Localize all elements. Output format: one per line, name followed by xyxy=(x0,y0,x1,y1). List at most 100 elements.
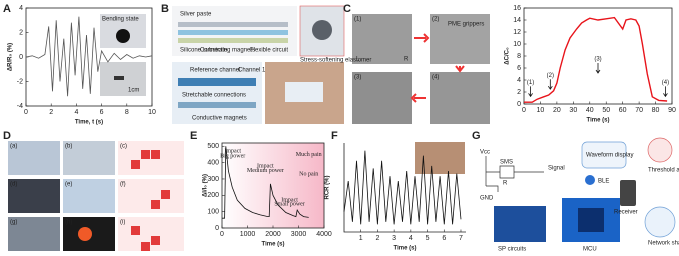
diagram-label: MCU xyxy=(583,247,597,253)
y-tick-label: 2 xyxy=(517,89,521,96)
x-tick-label: 4 xyxy=(409,235,413,242)
y-tick-label: 300 xyxy=(207,176,219,183)
diagram-label: R xyxy=(503,181,508,187)
schematic-label: Conductive magnets xyxy=(192,116,247,122)
annotation-arrow xyxy=(663,86,668,98)
photo-label: (1) xyxy=(354,17,361,23)
annotation: No pain xyxy=(299,171,318,177)
bubble xyxy=(647,137,673,163)
schematic-label: Silver paste xyxy=(180,12,212,18)
panel-label: C xyxy=(343,3,351,15)
annotation: (4) xyxy=(662,80,669,86)
diagram-label: SP circuits xyxy=(498,247,526,253)
heat-cell xyxy=(131,160,140,169)
photo xyxy=(430,72,490,124)
axis xyxy=(343,143,466,233)
y-tick-label: 500 xyxy=(207,143,219,150)
x-tick-label: 10 xyxy=(148,109,156,116)
diagram-label: BLE xyxy=(598,179,609,185)
photo xyxy=(8,141,60,175)
inset-text: 1cm xyxy=(128,88,139,94)
diagram-label: Receiver xyxy=(614,210,638,216)
x-tick-label: 10 xyxy=(537,107,545,114)
inset-object xyxy=(116,29,130,43)
photo-label: L xyxy=(356,57,360,63)
annotation: Big power xyxy=(220,153,245,159)
y-tick-label: 0 xyxy=(517,101,521,108)
heat-cell xyxy=(141,242,150,251)
device xyxy=(178,78,256,86)
plot-bg xyxy=(222,143,324,228)
sub-label: (i) xyxy=(120,220,125,226)
annotation: Impact xyxy=(257,163,274,169)
sub-label: (h) xyxy=(65,220,72,226)
y-tick-label: 400 xyxy=(207,159,219,166)
schematic-label: Channel 1 xyxy=(238,68,266,74)
photo-label: (4) xyxy=(432,75,439,81)
annotation: Much pain xyxy=(296,152,322,158)
x-tick-label: 6 xyxy=(442,235,446,242)
sub-label: (c) xyxy=(120,144,127,150)
heatmap xyxy=(118,217,184,251)
annotation: Small power xyxy=(274,202,305,208)
circuit xyxy=(485,156,544,192)
data-line xyxy=(343,150,462,225)
x-tick-label: 5 xyxy=(426,235,430,242)
y-tick-label: 2 xyxy=(19,29,23,36)
device-photo xyxy=(172,62,262,124)
x-tick-label: 7 xyxy=(459,235,463,242)
schematic-label: Silicone substrate xyxy=(180,48,228,54)
x-axis-label: Time (s) xyxy=(394,246,417,252)
x-tick-label: 2 xyxy=(49,109,53,116)
annotation: (2) xyxy=(547,73,554,79)
x-tick-label: 0 xyxy=(220,231,224,238)
panel-label: D xyxy=(3,130,11,142)
device xyxy=(178,102,256,108)
device xyxy=(285,82,323,102)
y-tick-label: 12 xyxy=(513,29,521,36)
photo-label: (3) xyxy=(354,75,361,81)
photo xyxy=(63,141,115,175)
data-line xyxy=(222,146,309,219)
panel-label: A xyxy=(3,3,11,15)
y-tick-label: -4 xyxy=(17,103,23,110)
y-tick-label: 8 xyxy=(517,53,521,60)
x-tick-label: 3 xyxy=(392,235,396,242)
x-tick-label: 4000 xyxy=(316,231,332,238)
schematic-label: Flexible circuit xyxy=(250,48,288,54)
x-axis-label: Time (s) xyxy=(262,242,285,248)
y-axis-label: RCR (%) xyxy=(325,176,331,200)
inset-text: Bending state xyxy=(102,17,139,23)
heat-cell xyxy=(151,200,160,209)
diagram-label: SMS xyxy=(500,160,513,166)
layer xyxy=(178,22,288,27)
y-tick-label: 100 xyxy=(207,208,219,215)
y-tick-label: 16 xyxy=(513,5,521,12)
annotation-arrow xyxy=(547,79,553,90)
chip-core xyxy=(578,208,604,232)
diagram-label: Waveform display xyxy=(586,153,633,159)
schematic-label: Stretchable connections xyxy=(182,93,246,99)
layer xyxy=(178,38,288,43)
y-tick-label: 14 xyxy=(513,17,521,24)
x-tick-label: 2000 xyxy=(265,231,281,238)
annotation-arrow xyxy=(528,86,533,98)
schematic-label: Reference channel xyxy=(190,68,240,74)
heat-cell xyxy=(151,150,160,159)
y-tick-label: -2 xyxy=(17,78,23,85)
data-line xyxy=(524,16,668,103)
annotation: Medium power xyxy=(247,168,284,174)
phone xyxy=(620,180,636,206)
x-tick-label: 30 xyxy=(569,107,577,114)
annotation: (1) xyxy=(527,80,534,86)
inset-photo xyxy=(299,5,345,57)
bubble xyxy=(644,206,676,238)
diagram-label: GND xyxy=(480,196,494,202)
y-tick-label: 4 xyxy=(517,77,521,84)
photo xyxy=(352,14,412,64)
heat-cell xyxy=(141,150,150,159)
sub-label: (d) xyxy=(10,182,17,188)
arrow xyxy=(410,33,465,103)
sub-label: (b) xyxy=(65,144,72,150)
y-tick-label: 200 xyxy=(207,192,219,199)
